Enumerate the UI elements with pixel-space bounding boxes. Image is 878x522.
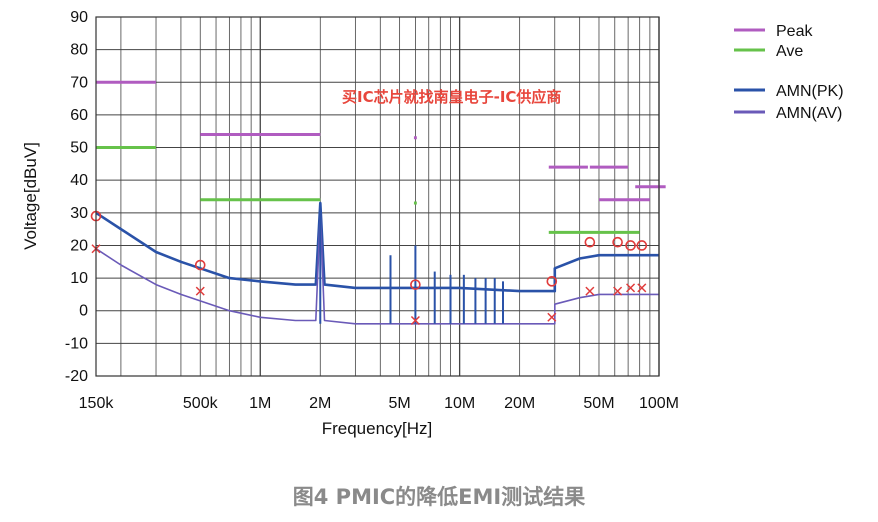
legend: Peak Ave AMN(PK) AMN(AV) [734, 23, 844, 122]
y-axis-title: Voltage[dBuV] [21, 142, 40, 250]
x-tick-label: 1M [249, 395, 271, 412]
avg-marker-cross [410, 315, 420, 326]
avg-marker-cross [626, 283, 636, 293]
x-tick-labels: 150k 500k 1M 2M 5M 10M 20M 50M 100M [79, 395, 679, 412]
x-tick-label: 10M [444, 395, 475, 412]
legend-label: AMN(AV) [776, 105, 842, 122]
watermark: 买IC芯片就找南皇电子-IC供应商 [342, 88, 561, 106]
y-tick-label: 10 [70, 270, 88, 287]
plot-frame [95, 16, 660, 377]
series-line-amnpk [95, 201, 659, 293]
data-traces [95, 201, 659, 325]
x-tick-label: 500k [183, 395, 219, 412]
avg-marker-stroke [613, 286, 623, 296]
y-tick-label: 60 [70, 107, 88, 124]
peak-marker-circle [546, 276, 558, 287]
y-tick-label: 30 [70, 205, 88, 222]
y-tick-label: 50 [70, 140, 88, 157]
x-tick-label: 20M [504, 395, 535, 412]
y-tick-label: 40 [70, 172, 88, 189]
x-tick-label: 100M [639, 395, 679, 412]
avg-marker-stroke [637, 283, 647, 293]
peak-marker-circle [636, 240, 648, 251]
x-tick-label: 2M [309, 395, 331, 412]
plot-background [96, 17, 659, 376]
peak-markers [90, 210, 648, 326]
avg-marker-cross [547, 312, 557, 322]
limit-lines [96, 80, 666, 234]
x-tick-label: 5M [388, 395, 410, 412]
y-tick-label: -20 [65, 368, 88, 385]
avg-marker-stroke [547, 312, 557, 322]
y-tick-label: -10 [65, 335, 88, 352]
series-line-amnav [95, 212, 659, 325]
peak-marker-circle [625, 240, 636, 251]
avg-marker-stroke [410, 315, 420, 326]
legend-label: AMN(PK) [776, 83, 844, 100]
legend-label: Peak [776, 23, 813, 40]
y-tick-labels: 90 80 70 60 50 40 30 20 10 0 -10 -20 [65, 9, 88, 385]
avg-marker-cross [637, 283, 647, 293]
x-tick-label: 50M [583, 395, 614, 412]
peak-marker-circle [194, 259, 206, 271]
legend-label: Ave [776, 43, 803, 60]
avg-marker-cross [613, 286, 623, 296]
avg-marker-stroke [585, 286, 595, 296]
emi-chart: 90 80 70 60 50 40 30 20 10 0 -10 -20 150k 500k 1M 2M 5M… [21, 9, 844, 438]
peak-marker-circle [584, 236, 596, 248]
y-tick-label: 0 [79, 303, 88, 320]
peak-marker-circle [410, 279, 421, 290]
x-axis-title: Frequency[Hz] [322, 419, 433, 438]
avg-marker-stroke [195, 286, 205, 296]
y-tick-label: 90 [70, 9, 88, 26]
y-tick-label: 80 [70, 42, 88, 59]
y-tick-label: 20 [70, 237, 88, 254]
figure-caption: 图4 PMIC的降低EMI测试结果 [292, 485, 586, 509]
peak-marker-circle [612, 236, 623, 248]
avg-marker-cross [585, 286, 595, 296]
avg-marker-cross [195, 286, 205, 296]
avg-marker-stroke [626, 283, 636, 293]
x-tick-label: 150k [79, 395, 115, 412]
y-tick-label: 70 [70, 74, 88, 91]
